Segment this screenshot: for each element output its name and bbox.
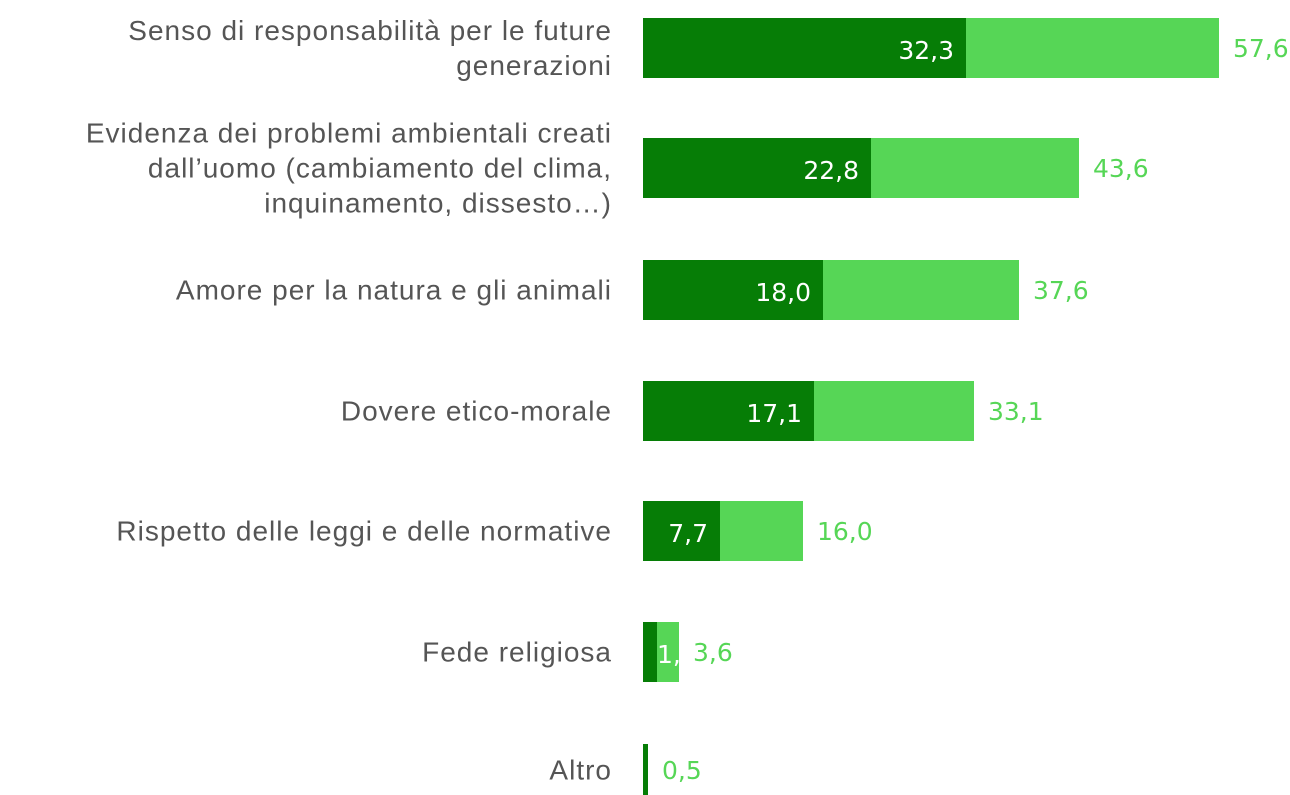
category-label: Evidenza dei problemi ambientali creati … xyxy=(85,117,612,219)
value-label: 7,7 xyxy=(668,519,708,548)
bar xyxy=(643,18,966,78)
category-label: Amore per la natura e gli animali xyxy=(175,274,612,306)
total-label: 33,1 xyxy=(988,397,1044,426)
total-label: 3,6 xyxy=(693,638,733,667)
bar xyxy=(643,260,823,320)
value-label: 18,0 xyxy=(755,278,811,307)
bar xyxy=(643,501,720,561)
bar xyxy=(643,381,814,441)
value-label: 17,1 xyxy=(746,399,802,428)
total-label: 0,5 xyxy=(662,756,702,785)
total-label: 43,6 xyxy=(1093,154,1149,183)
total-label: 16,0 xyxy=(817,517,873,546)
bar xyxy=(643,622,657,682)
category-label: Rispetto delle leggi e delle normative xyxy=(116,515,612,547)
bar xyxy=(643,744,648,795)
category-label: Fede religiosa xyxy=(422,636,612,668)
category-label: Altro xyxy=(549,754,612,786)
value-label: 22,8 xyxy=(803,156,859,185)
total-label: 37,6 xyxy=(1033,276,1089,305)
bar xyxy=(643,138,871,198)
value-label: 32,3 xyxy=(898,36,954,65)
category-label: Senso di responsabilità per le future ge… xyxy=(128,15,612,81)
category-label: Dovere etico-morale xyxy=(340,395,612,427)
value-label: 1, xyxy=(657,640,681,669)
total-label: 57,6 xyxy=(1233,34,1289,63)
